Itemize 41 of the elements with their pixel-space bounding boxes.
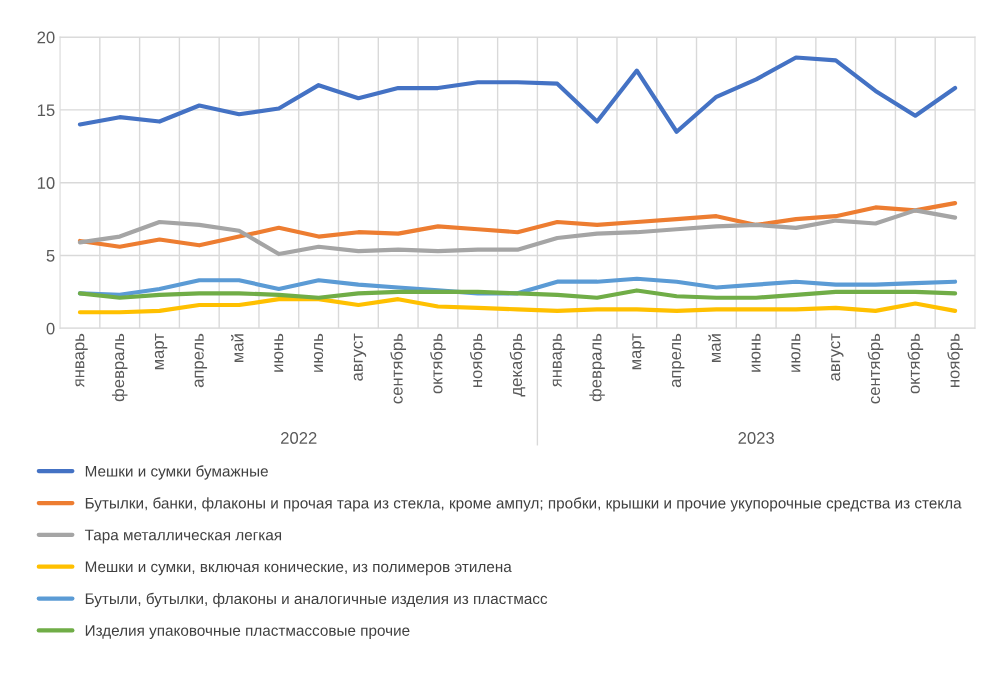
x-tick-label: апрель — [671, 333, 685, 388]
x-tick-label: сентябрь — [390, 333, 407, 404]
x-tick-label: октябрь — [430, 333, 446, 394]
line-series — [77, 200, 958, 249]
y-tick-label: 10 — [37, 177, 55, 189]
x-tick-label: февраль — [111, 333, 128, 402]
x-tick-label: апрель — [194, 333, 208, 388]
line-series — [77, 288, 958, 300]
x-tick-label: январь — [75, 333, 88, 388]
x-tick-label: июнь — [274, 333, 284, 372]
legend-label: Бутыли, бутылки, флаконы и аналогичные изделия из пластмасс — [85, 592, 548, 608]
legend-label: Мешки и сумки бумажные — [85, 465, 268, 480]
x-tick-label: февраль — [589, 333, 605, 402]
x-tick-label: октябрь — [907, 333, 924, 394]
x-tick-label: июль — [791, 333, 801, 372]
x-tick-label: июнь — [751, 333, 761, 372]
legend-label: Тара металлическая легкая — [84, 529, 282, 544]
x-tick-label: январь — [552, 333, 566, 388]
y-tick-label: 20 — [37, 31, 55, 44]
y-tick-label: 15 — [37, 104, 55, 117]
text: 2022 — [281, 432, 317, 444]
y-tick-label: 5 — [46, 250, 55, 262]
x-tick-label: март — [632, 333, 645, 370]
x-tick-label: сентябрь — [867, 333, 884, 404]
x-tick-label: март — [154, 333, 168, 370]
text: 2023 — [738, 432, 774, 444]
x-tick-label: ноябрь — [469, 333, 486, 387]
line-series — [77, 297, 958, 315]
x-tick-label: июль — [313, 333, 324, 372]
x-tick-label: декабрь — [509, 333, 526, 397]
x-tick-label: ноябрь — [947, 333, 963, 387]
x-tick-label: май — [708, 334, 721, 363]
legend-label: Изделия упаковочные пластмассовые прочие — [85, 625, 410, 639]
line-series — [77, 208, 958, 257]
line-series — [77, 55, 958, 134]
legend-label: Мешки и сумки, включая конические, из полимеров этилена — [85, 561, 512, 576]
legend-label: Бутылки, банки, флаконы и прочая тара из стекла, кроме ампул; пробки, крышки и прочие укупорочные средства из стекла — [85, 497, 962, 512]
x-tick-label: август — [353, 333, 367, 381]
x-tick-label: август — [831, 333, 844, 381]
y-tick-label: 0 — [46, 322, 55, 335]
x-tick-label: май — [231, 334, 244, 363]
